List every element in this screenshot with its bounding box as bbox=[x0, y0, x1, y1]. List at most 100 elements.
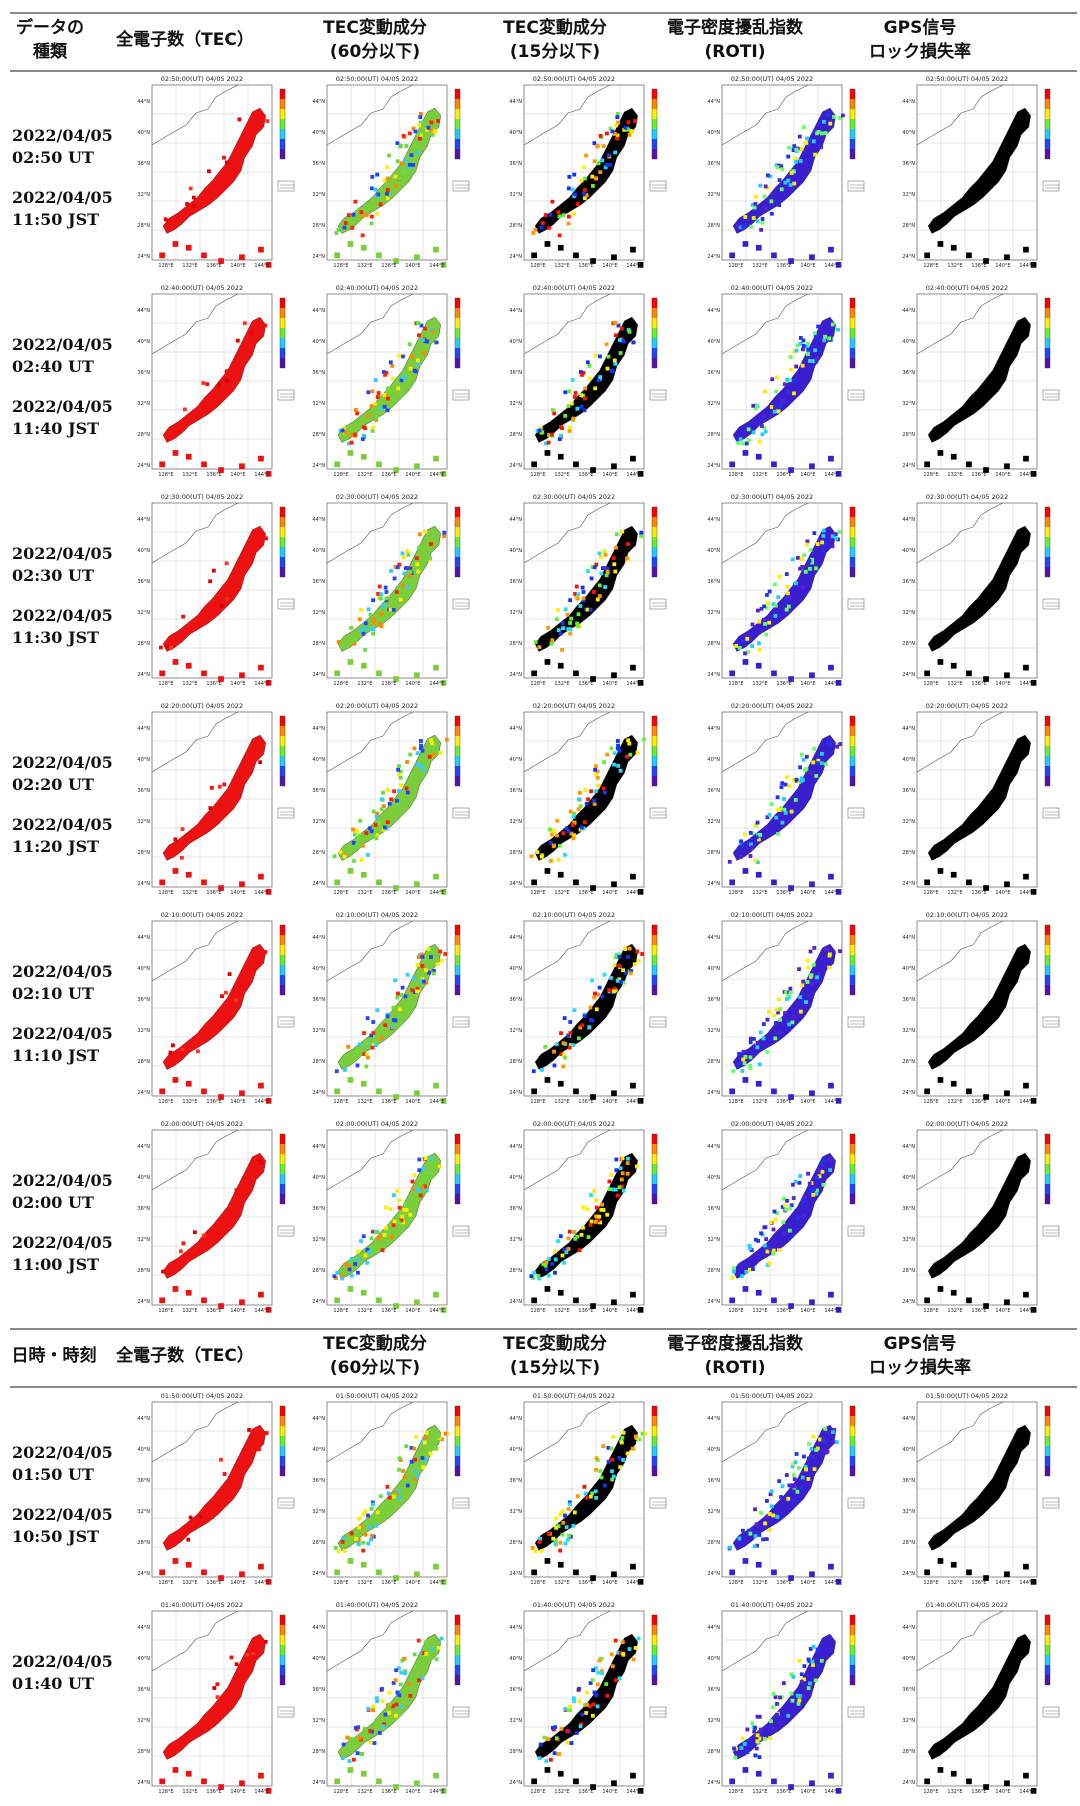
lat-tick-label: 32°N bbox=[707, 1028, 720, 1034]
lon-tick-label: 144°E bbox=[626, 1099, 641, 1105]
map-title: 02:50:00(UT) 04/05 2022 bbox=[161, 75, 243, 83]
lon-tick-label: 144°E bbox=[1019, 1099, 1034, 1105]
tec-map-svg: 02:10:00(UT) 04/05 2022 44°N 40°N 36°N 32°N 2… bbox=[137, 911, 295, 1105]
lat-tick-label: 36°N bbox=[509, 1206, 522, 1212]
lat-tick-label: 44°N bbox=[312, 1144, 325, 1150]
lat-tick-label: 28°N bbox=[509, 1540, 522, 1546]
lon-tick-label: 128°E bbox=[158, 263, 173, 269]
lat-tick-label: 36°N bbox=[312, 579, 325, 585]
lat-tick-label: 40°N bbox=[137, 130, 150, 136]
lat-tick-label: 28°N bbox=[312, 1268, 325, 1274]
colorbar bbox=[277, 924, 295, 1028]
lon-tick-label: 136°E bbox=[971, 1580, 986, 1586]
jst-time: 11:20 JST bbox=[12, 837, 100, 856]
lon-tick-label: 136°E bbox=[381, 1580, 396, 1586]
lat-tick-label: 44°N bbox=[707, 308, 720, 314]
lon-tick-label: 140°E bbox=[405, 1789, 420, 1795]
lon-tick-label: 136°E bbox=[776, 681, 791, 687]
lat-tick-label: 28°N bbox=[312, 850, 325, 856]
lat-tick-label: 32°N bbox=[312, 1237, 325, 1243]
ut-time: 02:50 UT bbox=[12, 148, 94, 167]
lat-tick-label: 24°N bbox=[312, 254, 325, 260]
lat-tick-label: 44°N bbox=[312, 308, 325, 314]
lat-tick-label: 32°N bbox=[137, 1237, 150, 1243]
lat-tick-label: 40°N bbox=[137, 1175, 150, 1181]
lon-tick-label: 136°E bbox=[381, 472, 396, 478]
lon-tick-label: 132°E bbox=[182, 1099, 197, 1105]
map-title: 02:10:00(UT) 04/05 2022 bbox=[926, 911, 1008, 919]
lat-tick-label: 36°N bbox=[509, 997, 522, 1003]
jst-date: 2022/04/05 bbox=[12, 1505, 113, 1524]
colorbar bbox=[277, 715, 295, 819]
lon-tick-label: 132°E bbox=[182, 472, 197, 478]
lon-tick-label: 136°E bbox=[971, 681, 986, 687]
lat-tick-label: 28°N bbox=[707, 1540, 720, 1546]
ut-datetime: 2022/04/05 01:50 UT bbox=[12, 1442, 113, 1486]
lat-tick-label: 28°N bbox=[312, 641, 325, 647]
lon-tick-label: 132°E bbox=[357, 1308, 372, 1314]
lat-tick-label: 28°N bbox=[902, 223, 915, 229]
lat-tick-label: 24°N bbox=[707, 881, 720, 887]
lol-map-image: 02:50:00(UT) 04/05 2022 44°N 40°N 36°N 32°N 2… bbox=[902, 75, 1073, 275]
lon-tick-label: 140°E bbox=[405, 263, 420, 269]
table-row: 2022/04/05 02:00 UT 2022/04/05 11:00 JST 02:… bbox=[0, 1120, 1080, 1325]
lat-tick-label: 32°N bbox=[707, 819, 720, 825]
lon-tick-label: 140°E bbox=[405, 1580, 420, 1586]
lat-tick-label: 44°N bbox=[137, 726, 150, 732]
lat-tick-label: 36°N bbox=[902, 1687, 915, 1693]
lon-tick-label: 144°E bbox=[626, 472, 641, 478]
lat-tick-label: 24°N bbox=[312, 1090, 325, 1096]
lat-tick-label: 40°N bbox=[707, 757, 720, 763]
lon-tick-label: 128°E bbox=[333, 1580, 348, 1586]
lat-tick-label: 36°N bbox=[137, 788, 150, 794]
colorbar bbox=[847, 88, 865, 192]
lon-tick-label: 128°E bbox=[728, 890, 743, 896]
lon-tick-label: 128°E bbox=[158, 681, 173, 687]
lat-tick-label: 40°N bbox=[137, 548, 150, 554]
lon-tick-label: 144°E bbox=[254, 263, 269, 269]
lat-tick-label: 40°N bbox=[137, 1656, 150, 1662]
roti-map-svg: 01:40:00(UT) 04/05 2022 44°N 40°N 36°N 32°N 2… bbox=[707, 1601, 865, 1795]
lat-tick-label: 24°N bbox=[707, 463, 720, 469]
lon-tick-label: 136°E bbox=[776, 1099, 791, 1105]
lon-tick-label: 140°E bbox=[995, 472, 1010, 478]
tec15-map-image: 02:00:00(UT) 04/05 2022 44°N 40°N 36°N 32°N 2… bbox=[509, 1120, 680, 1320]
lat-tick-label: 36°N bbox=[312, 370, 325, 376]
lat-tick-label: 44°N bbox=[137, 99, 150, 105]
lat-tick-label: 24°N bbox=[707, 672, 720, 678]
jst-datetime: 2022/04/05 11:40 JST bbox=[12, 396, 113, 440]
lol-map-image: 02:10:00(UT) 04/05 2022 44°N 40°N 36°N 32°N 2… bbox=[902, 911, 1073, 1111]
map-title: 02:20:00(UT) 04/05 2022 bbox=[533, 702, 615, 710]
lon-tick-label: 132°E bbox=[357, 890, 372, 896]
lat-tick-label: 24°N bbox=[509, 881, 522, 887]
lat-tick-label: 28°N bbox=[137, 850, 150, 856]
tec-map-svg: 02:20:00(UT) 04/05 2022 44°N 40°N 36°N 32°N 2… bbox=[137, 702, 295, 896]
lat-tick-label: 28°N bbox=[707, 641, 720, 647]
map-title: 02:10:00(UT) 04/05 2022 bbox=[533, 911, 615, 919]
map-title: 02:30:00(UT) 04/05 2022 bbox=[926, 493, 1008, 501]
lon-tick-label: 132°E bbox=[947, 263, 962, 269]
lat-tick-label: 40°N bbox=[312, 548, 325, 554]
colorbar bbox=[1042, 297, 1060, 401]
lon-tick-label: 136°E bbox=[776, 1580, 791, 1586]
lon-tick-label: 136°E bbox=[578, 1789, 593, 1795]
lon-tick-label: 132°E bbox=[752, 890, 767, 896]
lol-map-svg: 02:10:00(UT) 04/05 2022 44°N 40°N 36°N 32°N 2… bbox=[902, 911, 1060, 1105]
jst-date: 2022/04/05 bbox=[12, 1233, 113, 1252]
lon-tick-label: 140°E bbox=[800, 681, 815, 687]
lat-tick-label: 32°N bbox=[707, 1509, 720, 1515]
lat-tick-label: 32°N bbox=[509, 1237, 522, 1243]
lon-tick-label: 136°E bbox=[381, 1789, 396, 1795]
lat-tick-label: 40°N bbox=[509, 339, 522, 345]
lon-tick-label: 132°E bbox=[357, 1789, 372, 1795]
lat-tick-label: 28°N bbox=[312, 1540, 325, 1546]
jst-time: 11:50 JST bbox=[12, 210, 100, 229]
lon-tick-label: 136°E bbox=[381, 681, 396, 687]
lon-tick-label: 144°E bbox=[1019, 1308, 1034, 1314]
lat-tick-label: 44°N bbox=[902, 935, 915, 941]
lat-tick-label: 28°N bbox=[902, 1749, 915, 1755]
lon-tick-label: 140°E bbox=[602, 1308, 617, 1314]
lon-tick-label: 140°E bbox=[602, 263, 617, 269]
lon-tick-label: 140°E bbox=[230, 1789, 245, 1795]
tec-map-image: 02:50:00(UT) 04/05 2022 44°N 40°N 36°N 32°N 2… bbox=[137, 75, 308, 275]
